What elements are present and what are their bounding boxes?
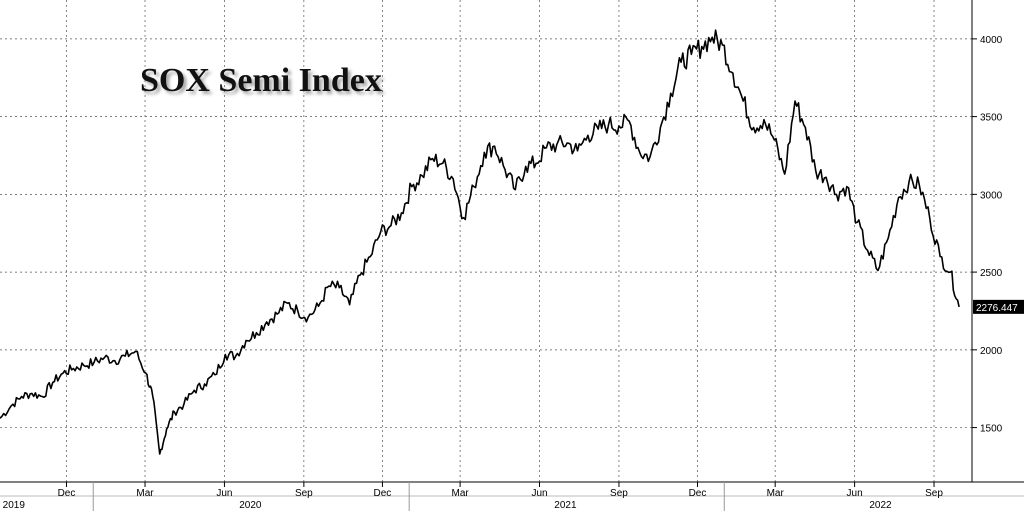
x-year-label: 2020 xyxy=(239,500,262,511)
x-year-label: 2021 xyxy=(554,500,577,511)
y-tick-label: 2000 xyxy=(980,346,1003,357)
x-tick-label: Dec xyxy=(689,488,707,499)
x-tick-label: Dec xyxy=(58,488,76,499)
x-tick-label: Jun xyxy=(531,488,547,499)
y-tick-label: 3000 xyxy=(980,190,1003,201)
x-tick-label: Sep xyxy=(610,488,628,499)
x-axis-ticks: Dec Mar Jun Sep Dec Mar Jun Sep Dec Mar Jun Sep 2019… xyxy=(3,482,943,511)
last-value-badge: 2276.447 xyxy=(973,299,1024,314)
y-axis-ticks: 1500 2000 2500 3000 3500 4000 xyxy=(972,35,1003,435)
y-tick-label: 3500 xyxy=(980,113,1003,124)
x-year-label: 2019 xyxy=(3,500,26,511)
x-tick-label: Mar xyxy=(451,488,469,499)
x-tick-label: Dec xyxy=(374,488,392,499)
chart-title: SOX Semi Index xyxy=(140,62,382,99)
x-tick-label: Sep xyxy=(295,488,313,499)
x-year-label: 2022 xyxy=(869,500,892,511)
chart-axes xyxy=(0,0,1024,497)
y-tick-label: 4000 xyxy=(980,35,1003,46)
last-value-label: 2276.447 xyxy=(976,303,1018,314)
x-tick-label: Mar xyxy=(767,488,785,499)
x-tick-label: Jun xyxy=(216,488,232,499)
x-tick-label: Jun xyxy=(847,488,863,499)
x-tick-label: Sep xyxy=(925,488,943,499)
y-tick-label: 2500 xyxy=(980,268,1003,279)
last-value-badge-box xyxy=(973,299,1024,314)
chart-grid xyxy=(0,0,972,482)
y-tick-label: 1500 xyxy=(980,424,1003,435)
series-line xyxy=(0,29,960,455)
x-tick-label: Mar xyxy=(136,488,154,499)
